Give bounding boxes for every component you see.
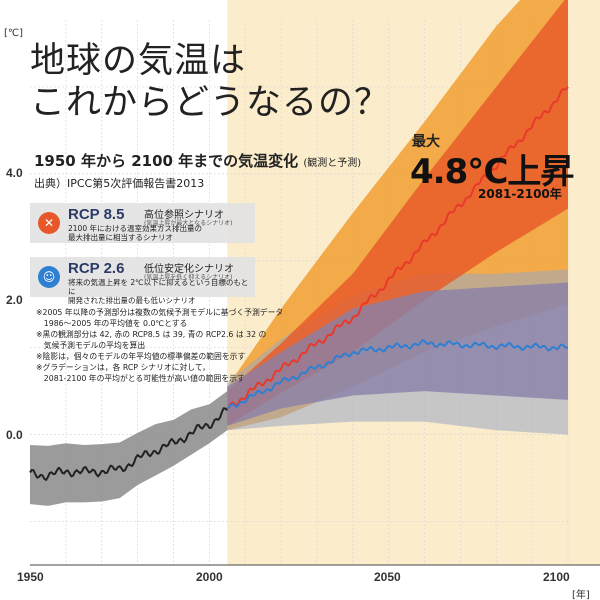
rcp26-kind: 低位安定化シナリオ xyxy=(144,264,234,275)
note-line: 1986～2005 年の平均値を 0.0℃とする xyxy=(36,319,188,328)
note-line: ※2005 年以降の予測部分は複数の気候予測モデルに基づく予測データ xyxy=(36,308,284,317)
callout-value: 4.8℃上昇 xyxy=(410,152,574,192)
chart-lines xyxy=(29,86,569,481)
chart-subtitle: 1950 年から 2100 年までの気温変化 (観測と予測) xyxy=(34,150,361,171)
x-tick-label: 2000 xyxy=(196,570,223,584)
note-line: 2081-2100 年の平均がとる可能性が高い値の範囲を示す xyxy=(36,374,245,383)
historical-std-band xyxy=(30,391,228,506)
rcp85-legend-box: ✕ RCP 8.5 高位参照シナリオ (気温上昇が最大となるシナリオ) 2100… xyxy=(30,203,255,243)
x-tick-label: 2050 xyxy=(374,570,401,584)
angry-face-icon: ✕ xyxy=(38,212,60,234)
x-axis-unit: [年] xyxy=(572,590,590,600)
y-tick-label: 4.0 xyxy=(6,166,23,180)
rcp85-desc-line-1: 2100 年における温室効果ガス排出量の xyxy=(68,224,202,233)
rcp26-desc-line-1: 将来の気温上昇を 2℃以下に抑えるという目標のもとに xyxy=(68,278,249,296)
note-line: ※陰影は，個々のモデルの年平均値の標準偏差の範囲を示す xyxy=(36,352,246,361)
rcp85-kind-sub: (気温上昇が最大となるシナリオ) xyxy=(144,220,233,227)
callout-max-label: 最大 xyxy=(412,134,440,150)
subtitle-note: (観測と予測) xyxy=(303,158,362,169)
rcp26-kind-sub: (気温上昇を低く抑えるシナリオ) xyxy=(144,274,233,281)
historical-mean-line xyxy=(29,407,228,481)
rcp85-description: 2100 年における温室効果ガス排出量の 最大排出量に相当するシナリオ xyxy=(68,224,253,242)
rcp26-desc-line-2: 開発された排出量の最も低いシナリオ xyxy=(68,296,196,305)
rcp26-mean-line xyxy=(226,339,569,410)
title-line-1: 地球の気温は xyxy=(30,41,247,81)
x-tick-label: 2100 xyxy=(543,570,570,584)
note-line: 気候予測モデルの平均を算出 xyxy=(36,341,146,350)
note-line: ※黒の観測部分は 42, 赤の RCP8.5 は 39, 青の RCP2.6 は… xyxy=(36,330,267,339)
y-axis-unit: [℃] xyxy=(4,28,24,39)
rcp26-description: 将来の気温上昇を 2℃以下に抑えるという目標のもとに 開発された排出量の最も低い… xyxy=(68,278,253,305)
rcp26-legend-box: ☺ RCP 2.6 低位安定化シナリオ (気温上昇を低く抑えるシナリオ) 将来の… xyxy=(30,257,255,305)
rcp85-name: RCP 8.5 xyxy=(68,206,125,223)
rcp26-std-band xyxy=(227,282,568,426)
chart-bands xyxy=(30,0,568,506)
subtitle-main: 1950 年から 2100 年までの気温変化 xyxy=(34,152,299,170)
rcp85-desc-line-2: 最大排出量に相当するシナリオ xyxy=(68,233,173,242)
title-line-2: これからどうなるの？ xyxy=(30,83,391,123)
chart-notes: ※2005 年以降の予測部分は複数の気候予測モデルに基づく予測データ 1986～… xyxy=(36,307,283,384)
callout-period: 2081-2100年 xyxy=(478,187,562,201)
source-note: 出典）IPCC第5次評価報告書2013 xyxy=(34,177,205,190)
smiling-face-icon: ☺ xyxy=(38,266,60,288)
rcp85-mean-line xyxy=(226,86,569,410)
rcp85-kind: 高位参照シナリオ xyxy=(144,210,224,221)
y-tick-label: 2.0 xyxy=(6,293,23,307)
y-tick-label: 0.0 xyxy=(6,428,23,442)
rcp26-name: RCP 2.6 xyxy=(68,260,125,277)
note-line: ※グラデーションは，各 RCP シナリオに対して， xyxy=(36,363,210,372)
x-tick-label: 1950 xyxy=(17,570,44,584)
rcp85-std-band xyxy=(227,0,568,426)
